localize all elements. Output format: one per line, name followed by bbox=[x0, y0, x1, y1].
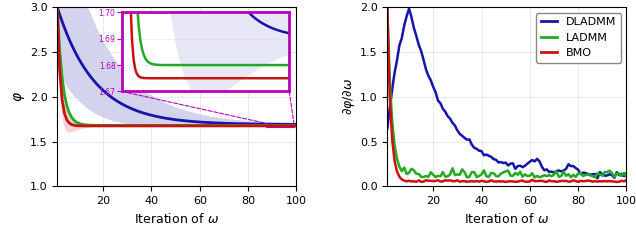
X-axis label: Iteration of $\omega$: Iteration of $\omega$ bbox=[134, 212, 219, 226]
Y-axis label: $\partial\varphi/\partial\omega$: $\partial\varphi/\partial\omega$ bbox=[341, 78, 357, 115]
X-axis label: Iteration of $\omega$: Iteration of $\omega$ bbox=[464, 212, 550, 226]
Bar bbox=[267, 124, 294, 127]
Legend: DLADMM, LADMM, BMO: DLADMM, LADMM, BMO bbox=[536, 13, 621, 63]
Y-axis label: $\varphi$: $\varphi$ bbox=[12, 91, 27, 102]
